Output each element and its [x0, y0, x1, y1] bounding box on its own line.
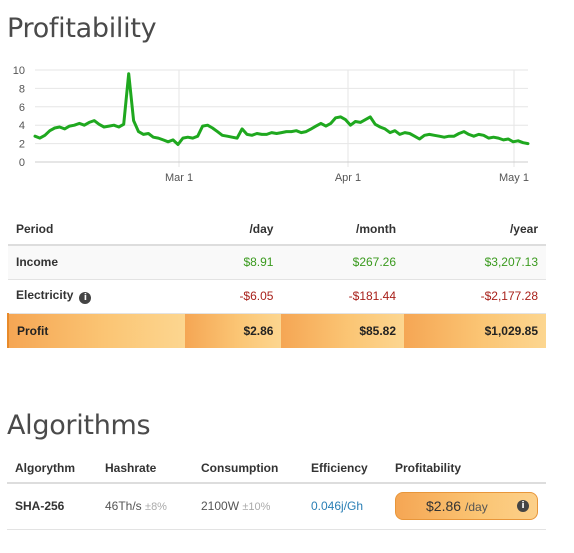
profit-series-line — [33, 72, 530, 146]
electricity-day: -$6.05 — [184, 279, 282, 314]
header-year: /year — [404, 213, 546, 246]
algo-row-sha256: SHA-256 46Th/s ±8% 2100W ±10% 0.046j/Gh … — [7, 483, 546, 530]
profitability-cell: $2.86/day i — [387, 483, 546, 530]
hashrate-tolerance: ±8% — [145, 501, 167, 514]
y-tick-label: 2 — [19, 139, 25, 151]
efficiency-value: 0.046j/Gh — [311, 499, 364, 514]
electricity-label-cell: Electricity i — [8, 279, 185, 314]
profit-day: $2.86 — [184, 313, 282, 348]
consumption-tolerance: ±10% — [242, 501, 271, 514]
electricity-row: Electricity i -$6.05 -$181.44 -$2,177.28 — [8, 279, 546, 314]
header-hashrate: Hashrate — [97, 453, 193, 484]
profitability-unit: /day — [465, 500, 488, 515]
header-algorithm: Algorythm — [7, 453, 97, 484]
y-tick-label: 0 — [19, 157, 25, 169]
x-tick-label: May 1 — [499, 172, 529, 184]
y-tick-label: 6 — [19, 102, 25, 114]
income-row: Income $8.91 $267.26 $3,207.13 — [8, 245, 546, 280]
x-tick-label: Mar 1 — [165, 172, 193, 184]
income-day: $8.91 — [184, 245, 282, 280]
header-profitability: Profitability — [387, 453, 546, 484]
header-efficiency: Efficiency — [303, 453, 387, 484]
chart-axes: 0 2 4 6 8 10 Mar 1 Apr 1 May 1 — [13, 65, 529, 184]
y-tick-label: 8 — [19, 83, 25, 95]
profitability-chart: 0 2 4 6 8 10 Mar 1 Apr 1 May 1 — [13, 65, 530, 184]
algorithms-table: Algorythm Hashrate Consumption Efficienc… — [7, 453, 546, 530]
consumption-cell: 2100W ±10% — [193, 483, 303, 530]
consumption-value: 2100W — [201, 499, 240, 514]
profitability-table: Period /day /month /year Income $8.91 $2… — [7, 213, 546, 348]
electricity-month: -$181.44 — [281, 279, 405, 314]
profitability-title: Profitability — [7, 13, 157, 44]
x-tick-label: Apr 1 — [335, 172, 361, 184]
algorithms-title: Algorithms — [7, 410, 151, 441]
info-icon[interactable]: i — [79, 292, 92, 304]
hashrate-value: 46Th/s — [105, 499, 142, 514]
income-label: Income — [8, 245, 185, 280]
header-consumption: Consumption — [193, 453, 303, 484]
profitability-pill[interactable]: $2.86/day i — [395, 492, 538, 521]
header-day: /day — [184, 213, 282, 246]
income-year: $3,207.13 — [404, 245, 546, 280]
efficiency-cell: 0.046j/Gh — [303, 483, 387, 530]
algo-table-header: Algorythm Hashrate Consumption Efficienc… — [7, 453, 546, 484]
profitability-value: $2.86 — [426, 498, 462, 515]
electricity-year: -$2,177.28 — [404, 279, 546, 314]
income-month: $267.26 — [281, 245, 405, 280]
y-tick-label: 10 — [13, 65, 25, 77]
chart-grid — [35, 69, 528, 167]
profit-month: $85.82 — [281, 313, 405, 348]
electricity-label: Electricity — [16, 288, 74, 302]
algo-name: SHA-256 — [7, 483, 97, 530]
header-month: /month — [281, 213, 405, 246]
info-icon[interactable]: i — [517, 500, 529, 513]
header-period: Period — [8, 213, 185, 246]
profit-label: Profit — [7, 313, 185, 348]
profit-table-header: Period /day /month /year — [8, 213, 546, 246]
hashrate-cell: 46Th/s ±8% — [97, 483, 193, 530]
profit-year: $1,029.85 — [404, 313, 546, 348]
profit-row: Profit $2.86 $85.82 $1,029.85 — [7, 313, 546, 348]
y-tick-label: 4 — [19, 120, 25, 132]
profitability-pill-text: $2.86/day — [426, 498, 488, 514]
